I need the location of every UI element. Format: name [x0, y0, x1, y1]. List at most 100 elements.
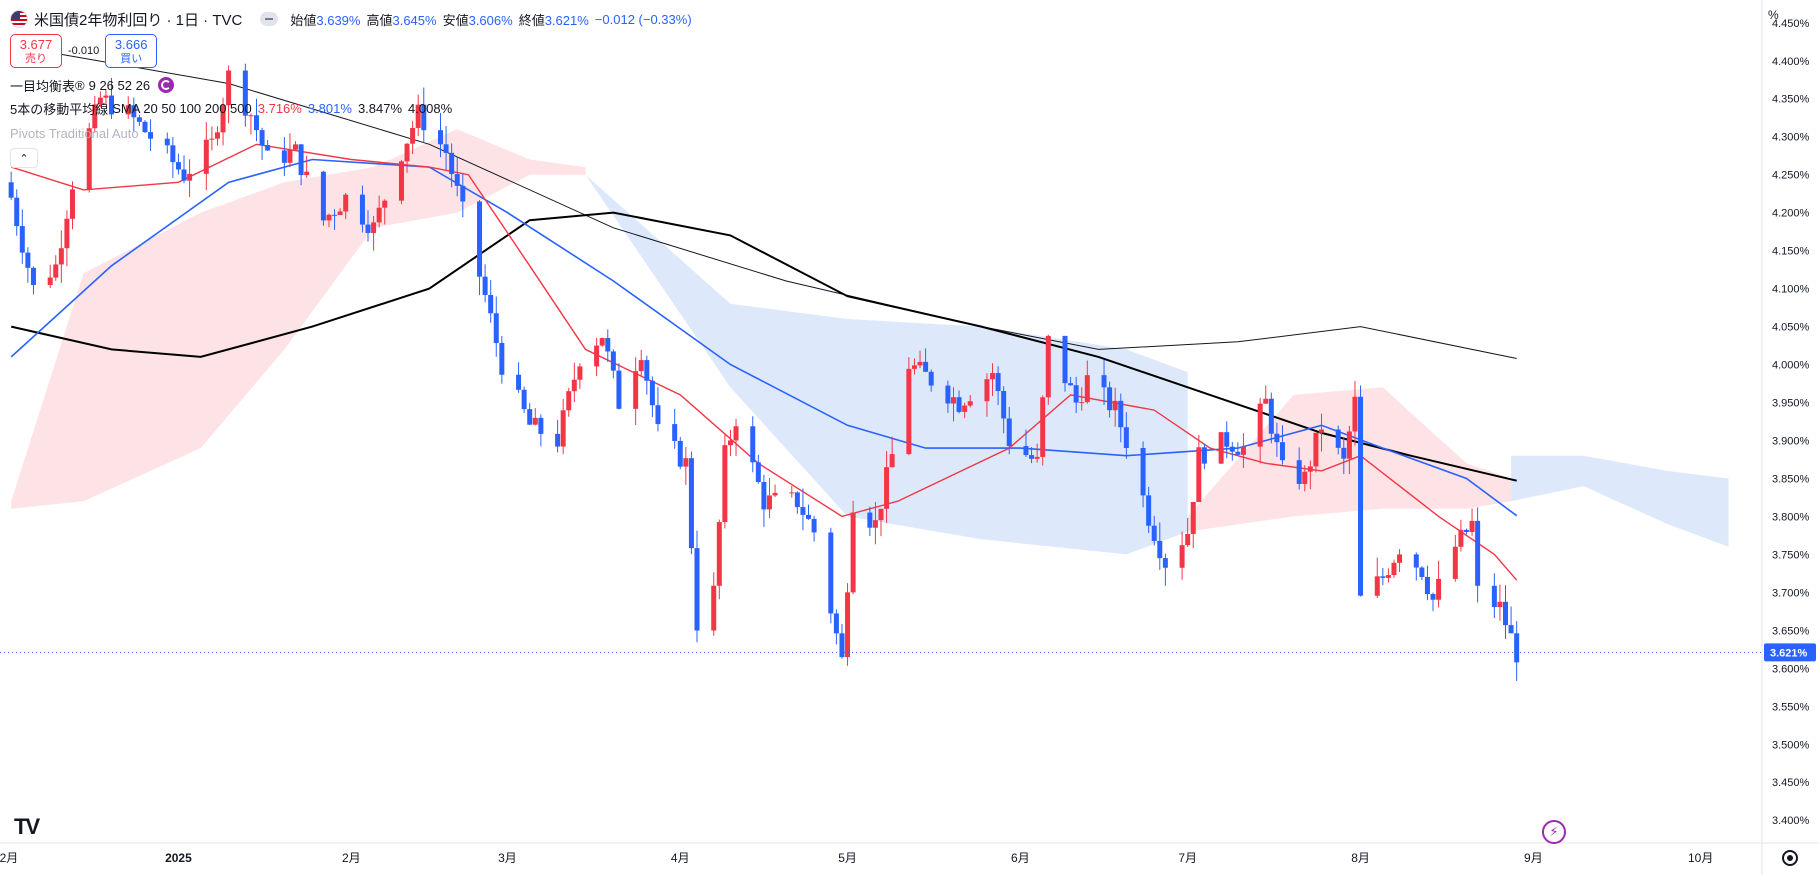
candle: [58, 230, 64, 283]
candle-body: [1001, 391, 1007, 419]
candle: [1218, 431, 1224, 465]
candle: [1023, 429, 1029, 458]
candle: [1084, 360, 1090, 404]
candle: [1268, 392, 1274, 444]
candle-body: [772, 492, 778, 496]
settings-icon[interactable]: [1782, 850, 1798, 866]
candle-body: [560, 410, 566, 447]
candle-body: [1397, 554, 1403, 563]
candle-body: [443, 144, 449, 153]
candle-body: [404, 143, 410, 162]
y-tick-label: 3.800%: [1772, 511, 1810, 523]
candle: [1419, 566, 1425, 581]
candle: [889, 436, 895, 468]
candle: [845, 583, 851, 666]
candle: [265, 139, 271, 151]
candle: [761, 474, 767, 527]
collapse-legend-button[interactable]: [260, 12, 279, 26]
candle: [594, 337, 600, 377]
candle: [521, 386, 527, 413]
high-value: 3.645%: [392, 12, 437, 28]
candle-body: [92, 104, 98, 129]
candle: [1118, 393, 1124, 443]
y-tick-label: 4.250%: [1772, 170, 1810, 182]
candle-body: [326, 214, 332, 221]
bolt-icon[interactable]: ⚡: [1542, 820, 1566, 844]
candle-body: [521, 389, 527, 410]
x-tick-label: 2月: [342, 851, 361, 865]
sma20-line: [10, 143, 1518, 581]
candle: [833, 609, 839, 645]
candle-body: [828, 532, 834, 614]
candle: [30, 266, 36, 295]
candle-body: [1201, 447, 1207, 464]
sell-button[interactable]: 3.677 売り: [10, 34, 62, 68]
candle-body: [460, 185, 466, 202]
candle-body: [1029, 455, 1035, 459]
candle-body: [1034, 456, 1040, 459]
candle: [1452, 534, 1458, 582]
y-tick-label: 4.400%: [1772, 56, 1810, 68]
candle-body: [359, 194, 365, 225]
candle-body: [1229, 446, 1235, 452]
candle: [577, 363, 583, 389]
candle-body: [164, 138, 170, 146]
candle-body: [995, 373, 1001, 392]
open-item: 始値3.639%: [290, 10, 360, 29]
candle: [638, 349, 644, 377]
buy-button[interactable]: 3.666 買い: [105, 34, 158, 68]
ma-legend[interactable]: 5本の移動平均線 SMA 20 50 100 200 500 3.716% 3.…: [10, 99, 452, 117]
candle: [566, 387, 572, 417]
candle-body: [694, 548, 700, 631]
ichimoku-cloud: [11, 129, 1729, 555]
candle: [884, 451, 890, 524]
pivots-legend[interactable]: Pivots Traditional Auto: [10, 124, 139, 142]
change-value: −0.012 (−0.33%): [594, 11, 692, 27]
symbol-title[interactable]: 米国債2年物利回り · 1日 · TVC: [34, 11, 243, 29]
sell-price: 3.677: [19, 37, 53, 52]
x-tick-label: 5月: [838, 851, 857, 865]
candle: [1413, 552, 1419, 581]
candle: [131, 97, 137, 132]
y-tick-label: 4.350%: [1772, 94, 1810, 106]
candle: [995, 366, 1001, 406]
candle-body: [265, 145, 271, 151]
candle-body: [1274, 433, 1280, 443]
tradingview-logo[interactable]: TV: [14, 814, 40, 839]
candle: [766, 477, 772, 518]
ichimoku-legend[interactable]: 一目均衡表 ® 9 26 52 26: [10, 76, 175, 94]
candle: [482, 264, 488, 303]
candle-body: [454, 174, 460, 186]
candle-body: [1436, 578, 1442, 600]
collapse-indicators-button[interactable]: ⌃: [10, 148, 38, 168]
candle-body: [477, 201, 483, 277]
candle-body: [811, 518, 817, 533]
pivots-name: Pivots Traditional Auto: [10, 125, 139, 141]
candle: [532, 408, 538, 426]
candle: [1346, 425, 1352, 475]
candle: [755, 454, 761, 484]
candle: [1079, 387, 1085, 411]
candle: [1040, 395, 1046, 466]
candle: [1497, 584, 1503, 621]
candle-body: [1107, 387, 1113, 411]
candle: [633, 357, 639, 425]
candle: [187, 159, 193, 197]
candle-body: [1023, 446, 1029, 456]
candle: [415, 94, 421, 136]
candle-body: [1157, 540, 1163, 559]
candle-body: [571, 379, 577, 392]
ma-params: SMA 20 50 100 200 500: [112, 100, 252, 116]
candle: [984, 373, 990, 417]
candle: [1503, 585, 1509, 639]
candlesticks: [8, 63, 1520, 681]
candle: [967, 394, 973, 408]
candle-body: [1045, 335, 1051, 398]
candle: [460, 173, 466, 218]
percent-scale-button[interactable]: %: [1768, 8, 1779, 22]
candle: [1279, 425, 1285, 465]
candle-body: [1391, 562, 1397, 576]
candle: [800, 488, 806, 531]
refresh-icon[interactable]: [158, 77, 175, 93]
